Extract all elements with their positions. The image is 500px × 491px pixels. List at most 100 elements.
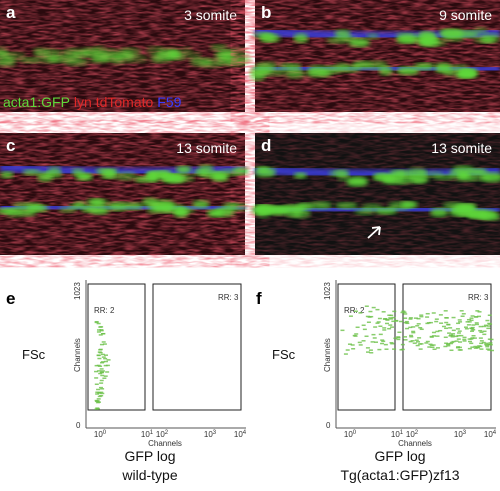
muscle-cell	[166, 173, 187, 183]
event	[465, 321, 470, 323]
event	[403, 313, 408, 315]
event	[481, 341, 486, 344]
event	[455, 346, 460, 349]
event	[444, 342, 449, 344]
muscle-cell	[175, 165, 192, 174]
x-label: GFP log	[124, 448, 175, 464]
event	[431, 312, 436, 314]
event	[448, 342, 453, 345]
event	[479, 340, 484, 342]
x-tick-label: 104	[484, 430, 497, 439]
event	[473, 345, 478, 348]
event	[469, 338, 474, 340]
event	[98, 365, 103, 367]
event	[456, 334, 461, 337]
event	[381, 340, 386, 343]
event	[449, 349, 454, 352]
event	[451, 333, 456, 335]
muscle-cell	[258, 167, 277, 176]
event	[410, 340, 415, 342]
event	[347, 343, 352, 345]
event	[467, 347, 472, 350]
event	[473, 347, 478, 349]
event	[432, 348, 437, 351]
tick-exp: 1	[400, 430, 404, 436]
event	[419, 328, 424, 331]
event	[358, 344, 363, 346]
muscle-cell	[455, 174, 476, 182]
event	[435, 330, 440, 333]
event	[418, 348, 423, 350]
event	[99, 343, 104, 346]
event	[434, 318, 439, 320]
event	[431, 335, 436, 337]
event	[415, 325, 420, 327]
muscle-cell	[400, 201, 418, 209]
event	[418, 327, 423, 329]
event	[94, 377, 99, 379]
muscle-cell	[27, 204, 45, 212]
muscle-cell	[0, 51, 10, 59]
event	[435, 335, 440, 337]
event	[483, 324, 488, 327]
event	[396, 336, 401, 339]
event	[403, 339, 408, 341]
event	[419, 315, 424, 318]
x-axis-title: Channels	[148, 439, 182, 448]
event	[467, 321, 472, 323]
event	[389, 341, 394, 344]
event	[381, 311, 386, 313]
muscle-cell	[352, 60, 372, 70]
event	[375, 308, 380, 311]
stage-label: 3 somite	[184, 7, 237, 23]
muscle-cell	[124, 202, 144, 210]
event	[95, 401, 100, 404]
event	[94, 408, 99, 410]
event	[462, 336, 467, 339]
gate-label: RR: 3	[468, 293, 489, 302]
event	[479, 331, 484, 333]
y-top: 1023	[73, 282, 82, 300]
event	[459, 334, 464, 337]
tick-exp: 3	[463, 430, 467, 436]
event	[443, 336, 448, 339]
event	[399, 349, 404, 351]
event	[95, 407, 100, 409]
image-panel: c 13 somite	[0, 133, 249, 255]
muscle-cell	[214, 206, 236, 217]
event	[478, 329, 483, 332]
event	[96, 331, 101, 333]
muscle-cell	[53, 50, 70, 58]
legend-item: lyn tdTomato	[74, 94, 154, 110]
x-axis-title: Channels	[398, 439, 432, 448]
event	[456, 338, 461, 340]
event	[487, 322, 492, 325]
muscle-cell	[378, 66, 394, 76]
muscle-cell	[152, 53, 174, 63]
event	[427, 346, 432, 348]
event	[474, 322, 479, 324]
muscle-cell	[454, 30, 476, 37]
event	[408, 340, 413, 343]
event	[364, 305, 369, 307]
event	[403, 317, 408, 319]
event	[449, 334, 454, 336]
event	[368, 349, 373, 351]
event	[96, 354, 101, 357]
event	[471, 324, 476, 326]
event	[449, 341, 454, 344]
event	[102, 343, 107, 345]
muscle-cell	[233, 54, 252, 65]
event	[103, 357, 108, 360]
event	[444, 327, 449, 330]
event	[362, 328, 367, 331]
y-label: FSc	[272, 347, 296, 362]
event	[353, 310, 358, 312]
event	[99, 382, 104, 384]
event	[457, 346, 462, 349]
event	[361, 324, 366, 327]
caption: wild-type	[121, 467, 177, 483]
y-bottom: 0	[76, 421, 81, 430]
event	[428, 343, 433, 346]
event	[439, 322, 444, 324]
